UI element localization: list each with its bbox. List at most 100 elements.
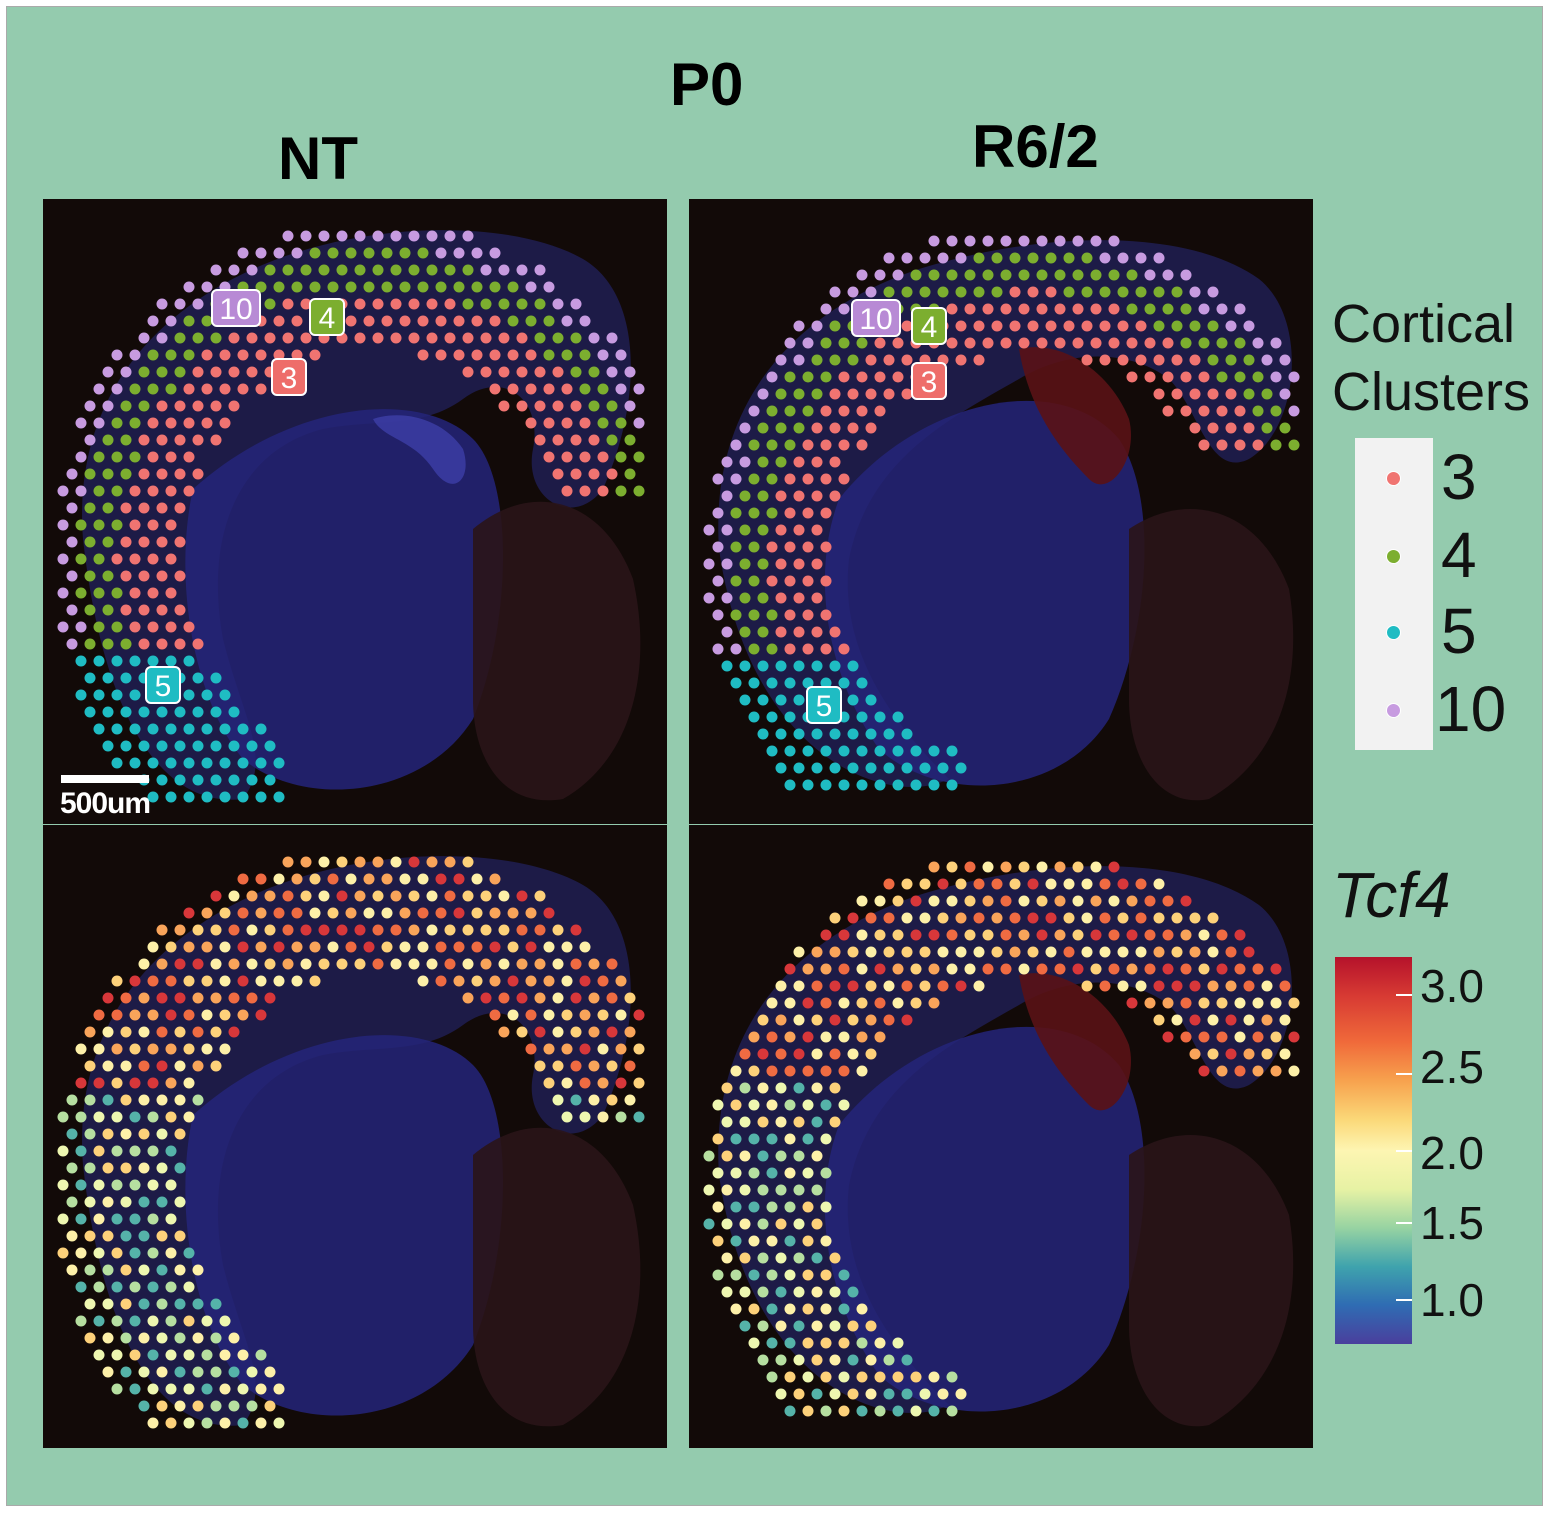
expression-spot — [102, 1298, 114, 1310]
cluster-spot — [264, 740, 276, 752]
cluster-spot — [66, 468, 78, 480]
expression-spot — [802, 1201, 814, 1213]
expression-spot — [1036, 861, 1048, 873]
expression-spot — [291, 941, 303, 953]
expression-spot — [928, 929, 940, 941]
cluster-spot — [1108, 337, 1120, 349]
expression-spot — [820, 1201, 832, 1213]
expression-spot — [183, 1043, 195, 1055]
cluster-spot — [901, 388, 913, 400]
expression-spot — [183, 975, 195, 987]
cluster-spot — [147, 655, 159, 667]
expression-spot — [147, 1349, 159, 1361]
cluster-spot — [381, 281, 393, 293]
expression-spot — [847, 1388, 859, 1400]
cluster-spot — [129, 553, 141, 565]
expression-spot — [309, 873, 321, 885]
expression-spot — [811, 1116, 823, 1128]
expression-spot — [838, 929, 850, 941]
cluster-spot — [784, 779, 796, 791]
expression-spot — [93, 1247, 105, 1259]
scale-bar-label: 500um — [60, 787, 151, 820]
expression-spot — [111, 975, 123, 987]
cluster-spot — [192, 332, 204, 344]
expression-spot — [84, 1230, 96, 1242]
expression-spot — [282, 958, 294, 970]
expression-spot — [919, 980, 931, 992]
expression-spot — [111, 1077, 123, 1089]
cluster-spot — [1207, 388, 1219, 400]
cluster-spot — [579, 383, 591, 395]
cluster-spot — [928, 235, 940, 247]
cluster-spot — [1099, 354, 1111, 366]
cluster-spot — [624, 434, 636, 446]
cluster-spot — [1198, 303, 1210, 315]
cluster-spot — [1243, 422, 1255, 434]
cluster-spot — [712, 575, 724, 587]
cluster-spot — [633, 383, 645, 395]
expression-spot — [838, 1031, 850, 1043]
expression-spot — [237, 1349, 249, 1361]
cluster-spot — [156, 502, 168, 514]
cluster-spot — [561, 315, 573, 327]
cluster-spot — [156, 400, 168, 412]
expression-spot — [102, 1162, 114, 1174]
cluster-spot — [192, 366, 204, 378]
cluster-spot — [1189, 320, 1201, 332]
cluster-spot — [147, 723, 159, 735]
expression-spot — [210, 924, 222, 936]
expression-spot — [793, 1388, 805, 1400]
cluster-spot — [829, 762, 841, 774]
expression-spot — [883, 980, 895, 992]
expression-spot — [1171, 912, 1183, 924]
expression-spot — [1225, 1014, 1237, 1026]
cluster-spot — [93, 383, 105, 395]
expression-spot — [516, 890, 528, 902]
expression-spot — [228, 1332, 240, 1344]
cluster-spot — [102, 468, 114, 480]
cluster-spot — [820, 439, 832, 451]
cluster-spot — [606, 434, 618, 446]
expression-spot — [111, 1247, 123, 1259]
cluster-spot — [1225, 354, 1237, 366]
cluster-spot — [865, 354, 877, 366]
expression-spot — [174, 1230, 186, 1242]
cluster-spot — [444, 264, 456, 276]
expression-spot — [255, 1383, 267, 1395]
expression-spot — [829, 1286, 841, 1298]
expression-spot — [856, 1371, 868, 1383]
cluster-spot — [1243, 354, 1255, 366]
cluster-spot — [210, 332, 222, 344]
cluster-spot — [264, 332, 276, 344]
cluster-tag-10: 10 — [211, 289, 261, 327]
expression-spot — [237, 873, 249, 885]
cluster-spot — [453, 247, 465, 259]
expression-spot — [829, 1048, 841, 1060]
expression-spot — [829, 946, 841, 958]
cluster-spot — [757, 490, 769, 502]
expression-spot — [1234, 929, 1246, 941]
colorbar-label-1-5: 1.5 — [1420, 1197, 1484, 1249]
cluster-spot — [273, 247, 285, 259]
cluster-spot — [802, 609, 814, 621]
expression-spot — [246, 924, 258, 936]
cluster-spot — [201, 417, 213, 429]
expression-spot — [820, 929, 832, 941]
expression-spot — [811, 946, 823, 958]
expression-spot — [1252, 1031, 1264, 1043]
cluster-spot — [174, 502, 186, 514]
cluster-spot — [775, 456, 787, 468]
cluster-spot — [264, 298, 276, 310]
cluster-spot — [534, 332, 546, 344]
cluster-spot — [901, 320, 913, 332]
cluster-spot — [820, 677, 832, 689]
expression-spot — [991, 946, 1003, 958]
cluster-spot — [552, 400, 564, 412]
expression-spot — [597, 1009, 609, 1021]
cluster-tag-3: 3 — [271, 358, 307, 396]
expression-spot — [865, 1014, 877, 1026]
cluster-spot — [363, 247, 375, 259]
cluster-spot — [102, 604, 114, 616]
expression-spot — [883, 1014, 895, 1026]
expression-spot — [156, 1094, 168, 1106]
